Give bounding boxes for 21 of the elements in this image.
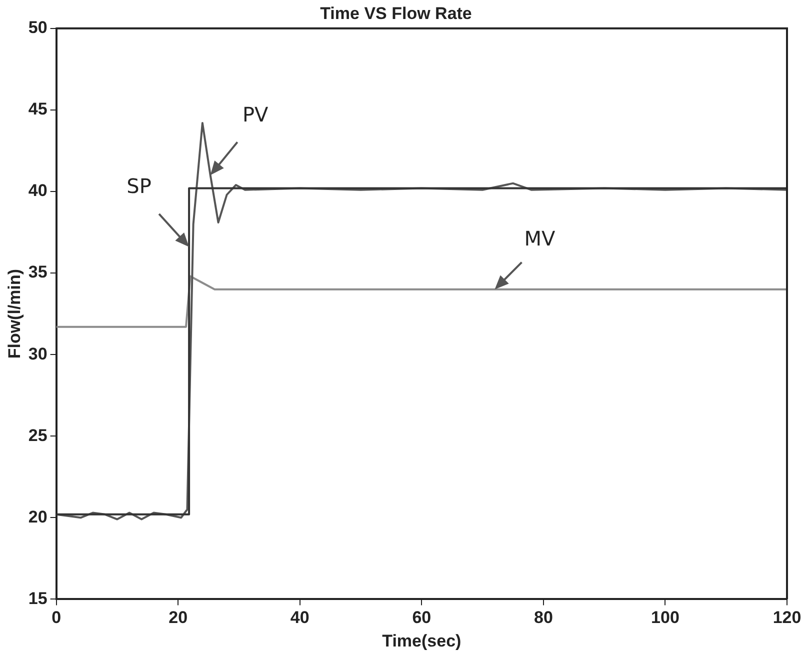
y-tick-label: 25 bbox=[28, 426, 48, 445]
x-tick-label: 0 bbox=[52, 608, 62, 628]
annotation: MV bbox=[524, 226, 556, 251]
y-axis-title: Flow(l/min) bbox=[4, 268, 24, 359]
x-tick-label: 20 bbox=[168, 608, 188, 628]
annotation: PV bbox=[242, 102, 269, 126]
y-tick-label: 40 bbox=[28, 181, 48, 200]
x-axis-title: Time(sec) bbox=[382, 631, 462, 650]
x-tick-label: 80 bbox=[534, 608, 553, 628]
y-tick-label: 35 bbox=[28, 262, 48, 282]
chart-title: Time VS Flow Rate bbox=[320, 4, 472, 23]
x-tick-label: 60 bbox=[412, 608, 432, 628]
x-tick-label: 40 bbox=[290, 608, 310, 628]
y-tick-label: 20 bbox=[28, 507, 48, 526]
y-tick-label: 15 bbox=[28, 588, 48, 608]
x-tick-label: 100 bbox=[651, 608, 680, 628]
y-tick-label: 45 bbox=[28, 100, 48, 119]
x-tick-label: 120 bbox=[772, 608, 802, 628]
y-tick-label: 30 bbox=[28, 344, 48, 364]
annotation: SP bbox=[126, 174, 152, 198]
y-tick-label: 50 bbox=[28, 18, 48, 38]
